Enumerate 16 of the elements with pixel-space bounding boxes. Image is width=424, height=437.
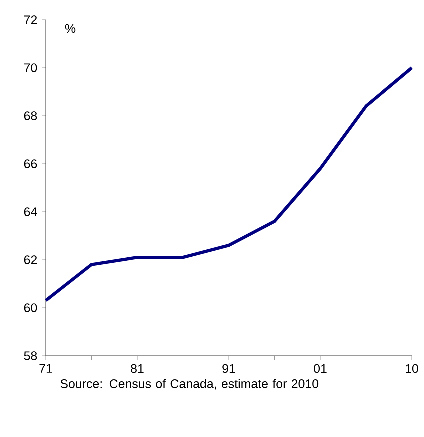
y-tick-label: 72	[24, 16, 38, 24]
y-tick-label: 66	[24, 160, 38, 168]
x-tick-label: 10	[406, 364, 418, 374]
line-series	[44, 66, 414, 302]
x-tick-label: 81	[131, 364, 144, 374]
y-tick-label: 64	[24, 208, 38, 216]
y-axis-title: %	[65, 24, 76, 34]
y-tick-label: 68	[24, 112, 38, 120]
y-tick-label: 70	[24, 64, 38, 72]
y-tick-label: 58	[24, 352, 38, 360]
x-tick-label: 71	[40, 364, 52, 373]
source-note: Source: Census of Canada, estimate for 2010	[60, 379, 319, 390]
y-tick-label: 60	[24, 304, 38, 312]
x-tick-label: 01	[314, 364, 327, 374]
x-tick-label: 91	[222, 364, 236, 374]
y-tick-label: 62	[24, 256, 38, 264]
